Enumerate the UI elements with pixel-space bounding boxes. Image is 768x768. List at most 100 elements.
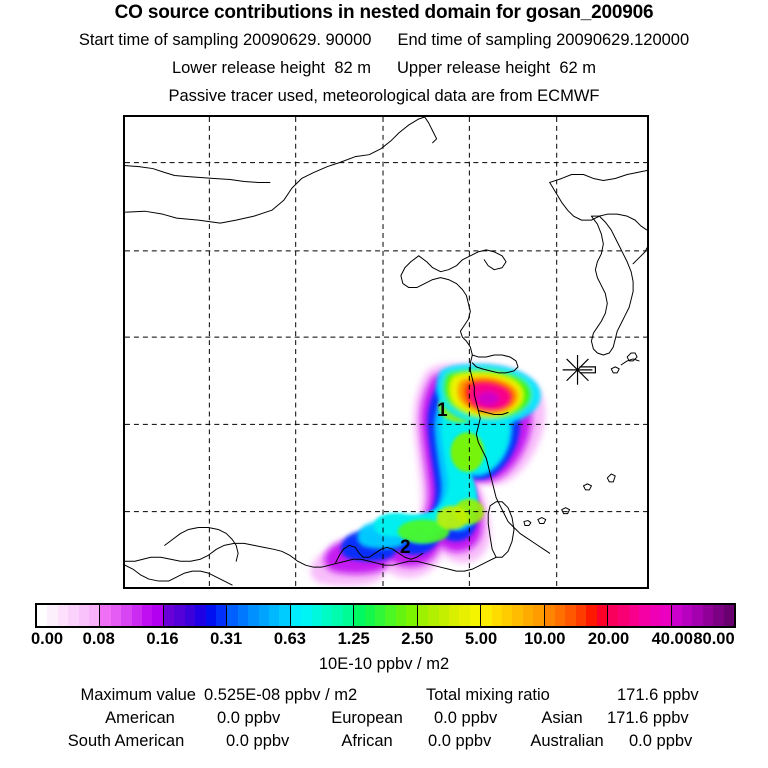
colorbar-step	[491, 605, 502, 626]
colorbar-step	[100, 605, 111, 626]
region-value-asian: 171.6 ppbv	[607, 709, 689, 727]
colorbar-step	[142, 605, 153, 626]
colorbar-step	[459, 605, 470, 626]
region-value-african: 0.0 ppbv	[428, 732, 492, 750]
colorbar-step	[163, 605, 175, 626]
colorbar-step	[428, 605, 439, 626]
colorbar-step	[290, 605, 302, 626]
colorbar-step	[332, 605, 343, 626]
colorbar-band-10	[671, 605, 734, 626]
colorbar-step	[596, 605, 608, 626]
region-label-asian: Asian	[541, 709, 583, 727]
total-mixing-ratio-label: Total mixing ratio	[426, 686, 550, 704]
colorbar-tick-7: 5.00	[465, 630, 498, 648]
colorbar-step	[342, 605, 354, 626]
colorbar-step	[205, 605, 216, 626]
colorbar-gradient	[35, 603, 736, 628]
colorbar-step	[68, 605, 79, 626]
colorbar-step	[618, 605, 629, 626]
total-mixing-ratio-value: 171.6 ppbv	[617, 686, 699, 704]
colorbar-step	[544, 605, 556, 626]
colorbar-step	[481, 605, 492, 626]
colorbar-band-3	[227, 605, 291, 626]
upper-release-height-value: 62 m	[559, 59, 597, 77]
region-value-south-american: 0.0 ppbv	[226, 732, 290, 750]
colorbar-step	[248, 605, 259, 626]
colorbar-step	[78, 605, 90, 626]
colorbar-step	[37, 605, 48, 626]
stat-row-regions-2: South American 0.0 ppbv African 0.0 ppbv…	[0, 732, 768, 755]
colorbar-step	[586, 605, 597, 626]
region-label-european: European	[331, 709, 403, 727]
colorbar-tick-11: 80.00	[693, 630, 735, 648]
colorbar-step	[174, 605, 185, 626]
colorbar-step	[279, 605, 290, 626]
colorbar-step	[438, 605, 449, 626]
colorbar-step	[385, 605, 396, 626]
colorbar-step	[152, 605, 163, 626]
colorbar-step	[555, 605, 566, 626]
tracer-note: Passive tracer used, meteorological data…	[168, 87, 600, 105]
colorbar-step	[448, 605, 460, 626]
colorbar-step	[723, 605, 734, 626]
colorbar-step	[121, 605, 132, 626]
colorbar-band-9	[608, 605, 672, 626]
region-value-american: 0.0 ppbv	[217, 709, 281, 727]
colorbar-band-2	[163, 605, 228, 626]
colorbar-step	[184, 605, 196, 626]
colorbar-tick-9: 20.00	[587, 630, 630, 648]
colorbar-step	[375, 605, 386, 626]
colorbar-tick-4: 0.63	[273, 630, 306, 648]
maximum-value: 0.525E-08 ppbv / m2	[204, 686, 358, 704]
colorbar-step	[628, 605, 640, 626]
colorbar-step	[110, 605, 122, 626]
map-panel: 1 2	[123, 115, 649, 589]
page-title: CO source contributions in nested domain…	[114, 2, 654, 23]
colorbar-step	[195, 605, 206, 626]
colorbar-step	[215, 605, 227, 626]
upper-release-height-label: Upper release height	[397, 59, 551, 77]
colorbar-step	[608, 605, 619, 626]
region-label-american: American	[105, 709, 175, 727]
colorbar-step	[713, 605, 724, 626]
stat-row-summary: Maximum value 0.525E-08 ppbv / m2 Total …	[0, 686, 768, 709]
plume-hotspot	[436, 363, 541, 425]
colorbar-step	[522, 605, 534, 626]
colorbar-step	[89, 605, 100, 626]
colorbar-tick-2: 0.16	[146, 630, 179, 648]
colorbar-step	[501, 605, 513, 626]
statistics-block: Maximum value 0.525E-08 ppbv / m2 Total …	[0, 686, 768, 755]
colorbar-band-0	[37, 605, 101, 626]
colorbar-step	[649, 605, 661, 626]
gridlines	[125, 117, 647, 587]
end-time-label: End time of sampling	[397, 31, 552, 49]
colorbar-step	[417, 605, 429, 626]
colorbar-step	[301, 605, 312, 626]
colorbar-step	[702, 605, 714, 626]
colorbar-step	[533, 605, 544, 626]
region-label-south-american: South American	[67, 732, 185, 750]
colorbar-band-6	[417, 605, 482, 626]
colorbar-tick-0: 0.00	[30, 630, 64, 648]
colorbar-step	[406, 605, 417, 626]
colorbar-step	[131, 605, 143, 626]
stat-row-regions-1: American 0.0 ppbv European 0.0 ppbv Asia…	[0, 709, 768, 732]
lower-release-height-value: 82 m	[334, 59, 371, 77]
colorbar-tick-5: 1.25	[337, 630, 370, 648]
colorbar-tick-6: 2.50	[401, 630, 434, 648]
colorbar-tick-3: 0.31	[210, 630, 243, 648]
colorbar-step	[575, 605, 587, 626]
colorbar-tick-8: 10.00	[524, 630, 566, 648]
region-value-european: 0.0 ppbv	[434, 709, 498, 727]
colorbar-band-1	[100, 605, 164, 626]
sampling-time-line: Start time of sampling 20090629. 90000 En…	[0, 31, 768, 50]
colorbar-step	[227, 605, 238, 626]
colorbar-tick-10: 40.00	[651, 630, 693, 648]
colorbar-step	[354, 605, 365, 626]
lower-release-height-label: Lower release height	[171, 59, 326, 77]
colorbar-step	[364, 605, 376, 626]
map-background	[125, 117, 647, 587]
colorbar-step	[395, 605, 407, 626]
colorbar-step	[57, 605, 69, 626]
colorbar-step	[671, 605, 682, 626]
